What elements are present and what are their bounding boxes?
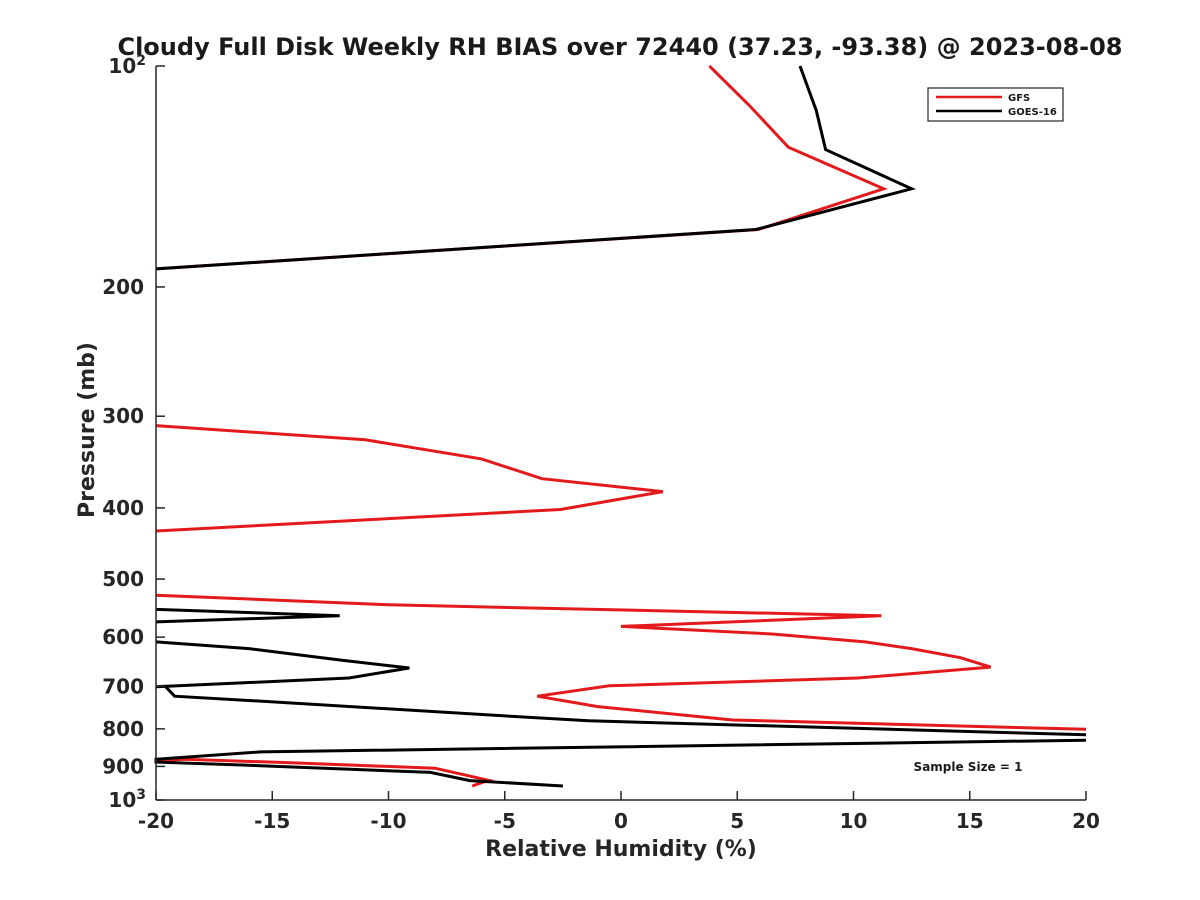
x-tick-label: 5 bbox=[730, 809, 744, 833]
x-tick-label: -20 bbox=[138, 809, 174, 833]
y-tick-label: 700 bbox=[102, 674, 144, 698]
x-tick-label: -10 bbox=[370, 809, 406, 833]
legend-label: GFS bbox=[1008, 93, 1030, 104]
x-axis-label: Relative Humidity (%) bbox=[485, 837, 757, 862]
legend: GFS GOES-16 bbox=[927, 87, 1064, 122]
x-tick-label: -15 bbox=[254, 809, 290, 833]
y-axis-label: Pressure (mb) bbox=[75, 342, 100, 518]
plot-frame bbox=[156, 66, 1086, 800]
sample-size-annotation: Sample Size = 1 bbox=[914, 760, 1023, 774]
y-tick-label: 500 bbox=[102, 567, 144, 591]
y-tick-label: 400 bbox=[102, 496, 144, 520]
x-tick-label: 15 bbox=[956, 809, 984, 833]
series-line-goes-16-0 bbox=[155, 65, 917, 271]
x-tick-label: 20 bbox=[1072, 809, 1100, 833]
plot-lines bbox=[154, 64, 1087, 788]
y-axis: 102 200 300 400 500 600 700 800 900 103 bbox=[102, 53, 165, 812]
y-tick-label: 900 bbox=[102, 754, 144, 778]
y-tick-label: 800 bbox=[102, 717, 144, 741]
y-tick-label: 300 bbox=[102, 404, 144, 428]
series-line-gfs-2 bbox=[155, 593, 1087, 731]
y-tick-label: 200 bbox=[102, 275, 144, 299]
chart-title: Cloudy Full Disk Weekly RH BIAS over 724… bbox=[117, 33, 1122, 61]
series-line-goes-16-1 bbox=[155, 607, 340, 624]
x-tick-label: -5 bbox=[494, 809, 516, 833]
series-line-gfs-0 bbox=[155, 64, 888, 271]
y-tick-label: 102 bbox=[108, 53, 146, 78]
y-tick-label: 600 bbox=[102, 625, 144, 649]
legend-label: GOES-16 bbox=[1008, 107, 1057, 118]
x-tick-label: 10 bbox=[840, 809, 868, 833]
series-line-goes-16-3 bbox=[154, 738, 1087, 788]
series-line-gfs-1 bbox=[155, 424, 664, 533]
legend-box bbox=[927, 87, 1064, 122]
x-tick-label: 0 bbox=[614, 809, 628, 833]
y-tick-label: 103 bbox=[108, 787, 146, 812]
x-axis: -20 -15 -10 -5 0 5 10 15 20 bbox=[138, 791, 1100, 833]
